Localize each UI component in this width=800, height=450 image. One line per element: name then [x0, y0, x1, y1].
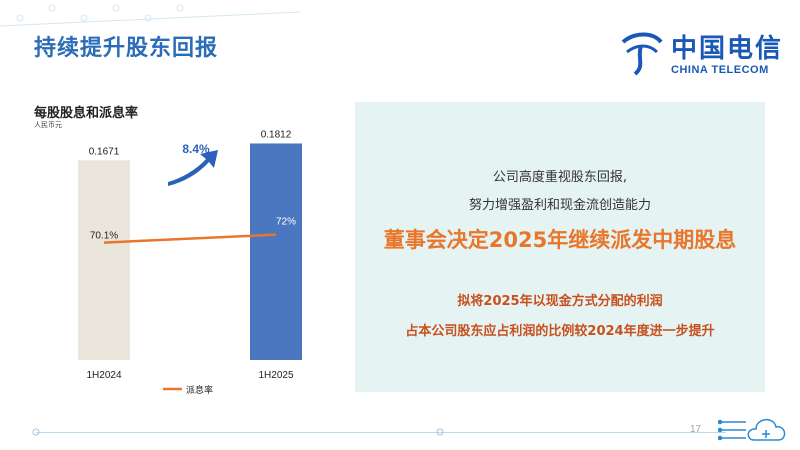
ratio-label: 70.1%: [90, 231, 118, 242]
category-label: 1H2025: [258, 370, 293, 381]
page-number: 17: [690, 424, 702, 435]
top-decoration: [0, 4, 301, 27]
bar-1h2025: [250, 143, 302, 360]
panel-headline: 董事会决定2025年继续派发中期股息: [383, 228, 737, 252]
china-telecom-logo: 中国电信 CHINA TELECOM: [615, 26, 790, 82]
panel-text-line1: 公司高度重视股东回报,: [492, 170, 628, 185]
footer-dots: [32, 428, 444, 436]
logo-chinese: 中国电信: [671, 34, 784, 64]
payout-ratio-line: [103, 233, 277, 244]
cloud-network-icon: [718, 419, 786, 441]
telecom-swirl-icon: [621, 32, 663, 76]
bar-value-label: 0.1812: [261, 129, 292, 140]
bar-1h2024: [78, 160, 130, 360]
ratio-label: 72%: [276, 217, 296, 228]
panel-text-line4: 拟将2025年以现金方式分配的利润: [457, 294, 663, 309]
dividend-chart: 0.1671 0.1812 70.1% 72% 1H2024 1H2025 8.…: [78, 129, 302, 395]
logo-english: CHINA TELECOM: [671, 64, 769, 76]
chart-title: 每股股息和派息率: [34, 106, 139, 121]
highlight-panel: 公司高度重视股东回报, 努力增强盈利和现金流创造能力 董事会决定2025年继续派…: [355, 102, 765, 392]
growth-arrow-icon: [168, 150, 218, 186]
growth-label: 8.4%: [182, 142, 210, 156]
page-title: 持续提升股东回报: [34, 36, 219, 61]
chart-unit: 人民币元: [34, 121, 62, 129]
panel-text-line2: 努力增强盈利和现金流创造能力: [468, 198, 651, 213]
bar-value-label: 0.1671: [89, 146, 120, 157]
legend-label: 派息率: [186, 384, 213, 395]
panel-text-line5: 占本公司股东应占利润的比例较2024年度进一步提升: [405, 324, 715, 339]
category-label: 1H2024: [86, 370, 121, 381]
footer-divider: [36, 432, 726, 433]
